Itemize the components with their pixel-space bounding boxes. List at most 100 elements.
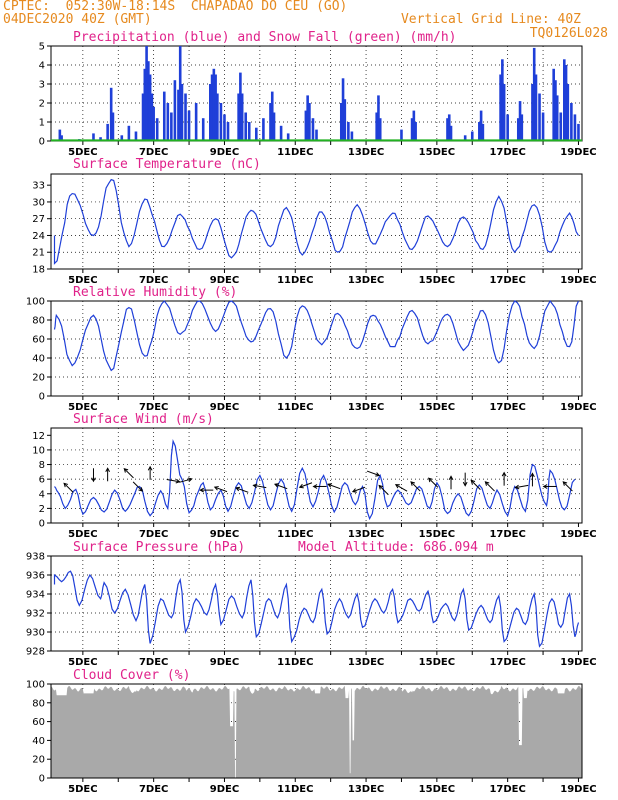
rh-panel: 0 20 40 60 80 100 5DEC 7DEC 9DEC 11DEC 13DEC 15DEC 1…	[26, 285, 597, 413]
precip-bar	[141, 93, 145, 141]
wind-arrow-head	[394, 484, 400, 489]
precip-bar	[194, 103, 198, 141]
wind-ytick-label: 12	[32, 431, 45, 442]
wind-arrow-head	[213, 486, 219, 491]
pres-xtick-label: 19DEC	[560, 657, 596, 668]
temp-ytick-label: 27	[32, 214, 45, 225]
rh-ytick-label: 80	[32, 316, 45, 327]
rh-xtick-label: 15DEC	[419, 402, 455, 413]
pres-line	[53, 570, 580, 648]
precip-bar	[216, 93, 219, 141]
wind-arrow	[91, 468, 96, 483]
temp-ytick-label: 24	[32, 231, 45, 242]
pres-ytick-label: 938	[26, 552, 45, 563]
pres-xtick-label: 7DEC	[139, 657, 168, 668]
wind-arrow-head	[235, 486, 241, 492]
wind-xtick-label: 11DEC	[277, 529, 313, 540]
wind-arrow	[366, 470, 381, 477]
rh-xtick-label: 5DEC	[68, 402, 97, 413]
precip-bar	[209, 84, 212, 141]
precip-bar	[308, 103, 311, 141]
precip-bar	[570, 103, 573, 141]
precip-bar	[306, 95, 309, 141]
wind-arrow-head	[187, 477, 193, 483]
wind-arrow-head	[542, 484, 548, 489]
cloud-ytick-label: 60	[32, 717, 45, 728]
wind-arrow	[252, 483, 267, 489]
wind-arrow	[484, 481, 495, 492]
precip-bar	[223, 114, 226, 141]
precip-ytick-label: 4	[39, 61, 45, 72]
wind-arrow	[378, 484, 389, 496]
temp-xtick-label: 17DEC	[489, 275, 525, 286]
wind-arrow	[213, 486, 228, 493]
wind-arrow-head	[501, 471, 507, 477]
wind-arrow-head	[427, 477, 433, 483]
wind-arrow	[351, 486, 366, 493]
precip-bar	[410, 118, 414, 141]
wind-ytick-label: 10	[32, 445, 45, 456]
rh-xtick-label: 17DEC	[489, 402, 525, 413]
precip-bar	[58, 129, 62, 141]
precip-bar	[226, 122, 230, 141]
precip-bar	[178, 46, 182, 141]
wind-arrow-head	[63, 482, 69, 488]
precip-bar	[343, 99, 347, 141]
wind-xtick-label: 5DEC	[68, 529, 97, 540]
pres-ytick-label: 928	[26, 647, 45, 658]
temp-line	[53, 178, 580, 265]
precip-xtick-label: 11DEC	[277, 147, 313, 158]
temp-panel: 18 21 24 27 30 33 5DEC 7DEC 9DEC 11DEC 13DEC 15DEC 1…	[32, 157, 596, 286]
wind-arrow-head	[375, 472, 381, 477]
precip-ytick-label: 5	[39, 42, 45, 53]
wind-arrow-head	[462, 481, 468, 487]
pres-xtick-label: 15DEC	[419, 657, 455, 668]
precip-bar	[147, 61, 150, 142]
pres-title: Surface Pressure (hPa)	[73, 540, 245, 555]
precip-bar	[501, 59, 504, 141]
cloud-xtick-label: 19DEC	[560, 784, 596, 795]
precip-bar	[518, 101, 522, 141]
precip-bar	[506, 114, 509, 141]
wind-arrow	[298, 482, 313, 489]
station-title: CPTEC: 052:30W-18:14S CHAPADAO DO CEU (G…	[3, 0, 348, 14]
wind-arrow-shaft	[166, 478, 180, 483]
precip-bar	[478, 122, 481, 141]
model-id: TQ0126L028	[529, 26, 608, 41]
wind-arrow	[562, 481, 573, 492]
precip-bar	[502, 84, 506, 141]
precip-bar	[111, 112, 115, 141]
precip-bar	[272, 112, 276, 141]
wind-arrow	[530, 472, 535, 487]
wind-arrow-head	[298, 483, 304, 489]
wind-arrow	[448, 475, 454, 490]
vertical-grid-note: Vertical Grid Line: 40Z	[400, 12, 581, 27]
precip-bar	[375, 112, 378, 141]
wind-arrow-shaft	[132, 481, 143, 492]
wind-arrow-head	[470, 479, 476, 485]
wind-xtick-label: 19DEC	[560, 529, 596, 540]
wind-arrow	[394, 484, 408, 492]
precip-bar	[143, 68, 147, 141]
wind-arrow	[179, 477, 193, 483]
wind-xtick-label: 13DEC	[348, 529, 384, 540]
rh-ytick-label: 20	[32, 373, 45, 384]
wind-arrow	[514, 484, 529, 490]
wind-arrow-shaft	[63, 482, 74, 493]
precip-bar	[531, 84, 534, 141]
cloud-frame-top	[50, 683, 583, 779]
precip-bar	[270, 91, 274, 141]
precip-bar	[201, 118, 205, 141]
precip-bar	[541, 112, 545, 141]
pres-ytick-label: 930	[26, 628, 45, 639]
precip-xtick-label: 19DEC	[560, 147, 596, 158]
pres-ytick-label: 932	[26, 609, 45, 620]
wind-arrow-shaft	[562, 481, 573, 492]
precip-bar	[219, 103, 223, 141]
wind-xtick-label: 9DEC	[210, 529, 239, 540]
cloud-title: Cloud Cover (%)	[73, 668, 190, 683]
precip-bar	[447, 114, 451, 141]
precip-bar	[470, 131, 474, 141]
cloud-xtick-label: 7DEC	[139, 784, 168, 795]
precip-bar	[152, 106, 155, 141]
